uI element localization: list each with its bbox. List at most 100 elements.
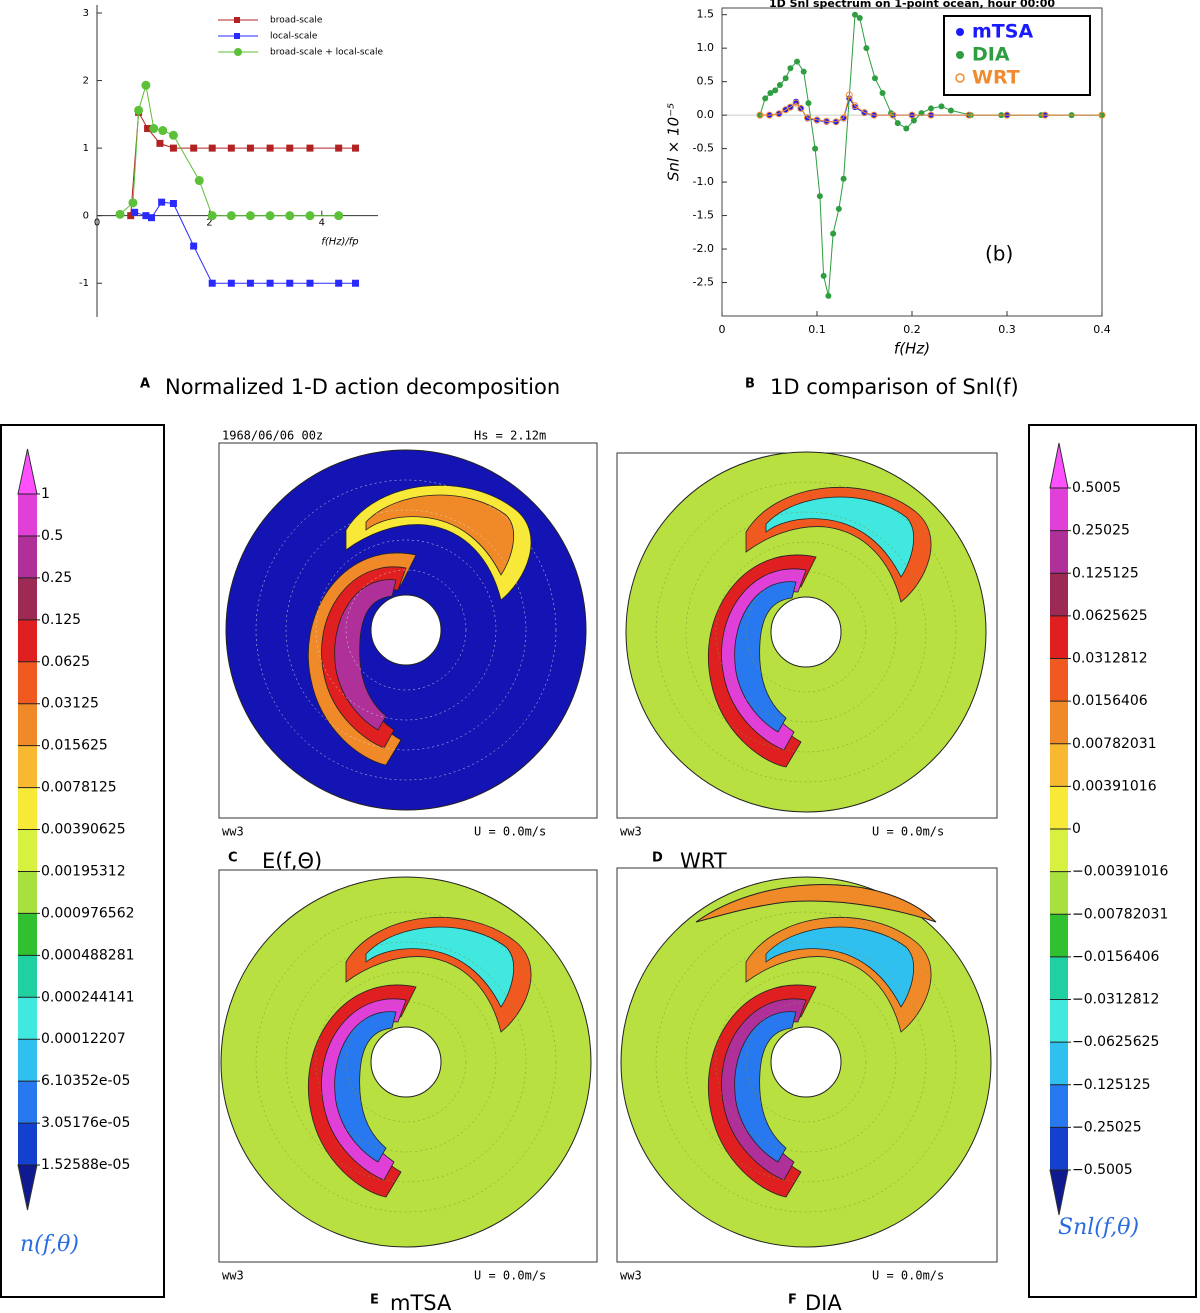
marker bbox=[894, 120, 901, 127]
marker bbox=[863, 45, 870, 52]
marker bbox=[775, 110, 783, 118]
colorbar-segment bbox=[1050, 956, 1068, 1000]
panel-footer: U = 0.0m/s bbox=[474, 825, 546, 839]
marker bbox=[208, 279, 216, 287]
x-axis-label: f(Hz) bbox=[894, 340, 930, 358]
colorbar-label: 3.05176e-05 bbox=[41, 1115, 130, 1131]
marker bbox=[840, 175, 847, 182]
colorbar-segment bbox=[18, 1039, 37, 1082]
marker bbox=[285, 211, 295, 221]
marker bbox=[134, 105, 144, 115]
y-tick-label: 0.0 bbox=[697, 108, 715, 121]
marker bbox=[762, 95, 769, 102]
marker bbox=[352, 279, 360, 287]
colorbar-label: 0.5 bbox=[41, 528, 63, 544]
polar-hole bbox=[370, 1026, 442, 1098]
contour-region bbox=[734, 581, 797, 733]
marker bbox=[782, 75, 789, 82]
colorbar-segment bbox=[18, 703, 37, 747]
colorbar-segment bbox=[18, 1081, 37, 1124]
colorbar-label: 0.0156406 bbox=[1072, 693, 1148, 709]
colorbar-label: 0.00390625 bbox=[41, 822, 126, 838]
marker bbox=[820, 272, 827, 279]
marker bbox=[889, 111, 897, 119]
x-tick-label: 0.2 bbox=[903, 323, 921, 336]
colorbar-label: 0.000244141 bbox=[41, 989, 135, 1005]
colorbar-label: 0.0625625 bbox=[1072, 608, 1148, 624]
colorbar-segment bbox=[18, 661, 37, 705]
marker bbox=[830, 230, 837, 237]
colorbar-label: 0.0312812 bbox=[1072, 651, 1148, 667]
legend-marker bbox=[234, 33, 240, 39]
panel-footer: U = 0.0m/s bbox=[872, 1269, 944, 1283]
legend-label: mTSA bbox=[972, 21, 1033, 43]
marker bbox=[128, 198, 138, 208]
marker bbox=[226, 211, 236, 221]
polar-contours bbox=[655, 481, 957, 783]
panel-label: F bbox=[788, 1293, 797, 1308]
polar-ring bbox=[345, 1001, 467, 1123]
marker bbox=[208, 144, 216, 152]
colorbar-segment bbox=[1050, 573, 1068, 617]
y-tick-label: -2.0 bbox=[693, 242, 714, 255]
x-tick-label: 0 bbox=[94, 218, 100, 229]
marker bbox=[823, 117, 830, 125]
colorbar-label: 0.000976562 bbox=[41, 905, 135, 921]
panel-header: 1968/06/06 00z bbox=[222, 429, 323, 443]
colorbar-segment bbox=[1050, 829, 1068, 873]
panel-label: C bbox=[228, 851, 238, 866]
polar-contours bbox=[255, 479, 557, 781]
colorbar-label: 0.5005 bbox=[1072, 480, 1121, 496]
marker bbox=[871, 75, 878, 82]
marker bbox=[851, 102, 859, 110]
marker bbox=[816, 193, 823, 200]
colorbar-label: 0.125 bbox=[41, 612, 81, 628]
polar-ring bbox=[255, 479, 557, 781]
marker bbox=[1098, 111, 1106, 119]
y-tick-label: 3 bbox=[83, 8, 89, 19]
colorbar-label: 0.0078125 bbox=[41, 780, 117, 796]
polar-contours bbox=[655, 884, 957, 1213]
colorbar-label: −0.0312812 bbox=[1072, 992, 1159, 1008]
panel-caption: Normalized 1-D action decomposition bbox=[165, 375, 560, 399]
colorbar-segment bbox=[18, 745, 37, 789]
legend-label: local-scale bbox=[270, 32, 318, 42]
colorbar-label: −0.00391016 bbox=[1072, 864, 1168, 880]
x-tick-label: 0.3 bbox=[998, 323, 1016, 336]
x-tick-label: 0.1 bbox=[808, 323, 826, 336]
colorbar-title: Snl(f,θ) bbox=[1058, 1215, 1139, 1240]
marker bbox=[903, 125, 910, 132]
colorbar-segment bbox=[1050, 658, 1068, 702]
panel-footer: ww3 bbox=[620, 825, 642, 839]
panel-label: E bbox=[370, 1293, 379, 1308]
marker bbox=[115, 209, 125, 219]
contour-region bbox=[334, 579, 397, 731]
marker bbox=[266, 279, 274, 287]
colorbar-label: −0.00782031 bbox=[1072, 906, 1168, 922]
y-tick-label: -1.0 bbox=[693, 175, 714, 188]
panel-footer: ww3 bbox=[222, 1269, 244, 1283]
colorbar-segment bbox=[18, 1123, 37, 1166]
colorbar-segment bbox=[1050, 701, 1068, 745]
marker bbox=[947, 107, 954, 114]
colorbar-segment bbox=[1050, 743, 1068, 787]
contour-region bbox=[334, 1011, 397, 1163]
marker bbox=[908, 111, 916, 119]
panel-header: Hs = 2.12m bbox=[474, 429, 546, 443]
colorbar-label: −0.0625625 bbox=[1072, 1034, 1159, 1050]
panel-caption: E(f,Θ) bbox=[262, 849, 322, 873]
colorbar-label: 1.52588e-05 bbox=[41, 1157, 130, 1173]
colorbar-segment bbox=[1050, 1127, 1068, 1171]
marker bbox=[767, 90, 774, 97]
polar-ring bbox=[285, 509, 527, 751]
polar-hole bbox=[770, 1026, 842, 1098]
colorbar-label: −0.0156406 bbox=[1072, 949, 1160, 965]
colorbar-segment bbox=[18, 871, 37, 914]
marker bbox=[246, 144, 254, 152]
legend-marker bbox=[956, 28, 964, 36]
marker bbox=[168, 130, 178, 140]
x-tick-label: 4 bbox=[319, 218, 325, 229]
marker bbox=[207, 211, 217, 221]
polar-ring bbox=[315, 539, 497, 721]
polar-hole bbox=[770, 596, 842, 668]
